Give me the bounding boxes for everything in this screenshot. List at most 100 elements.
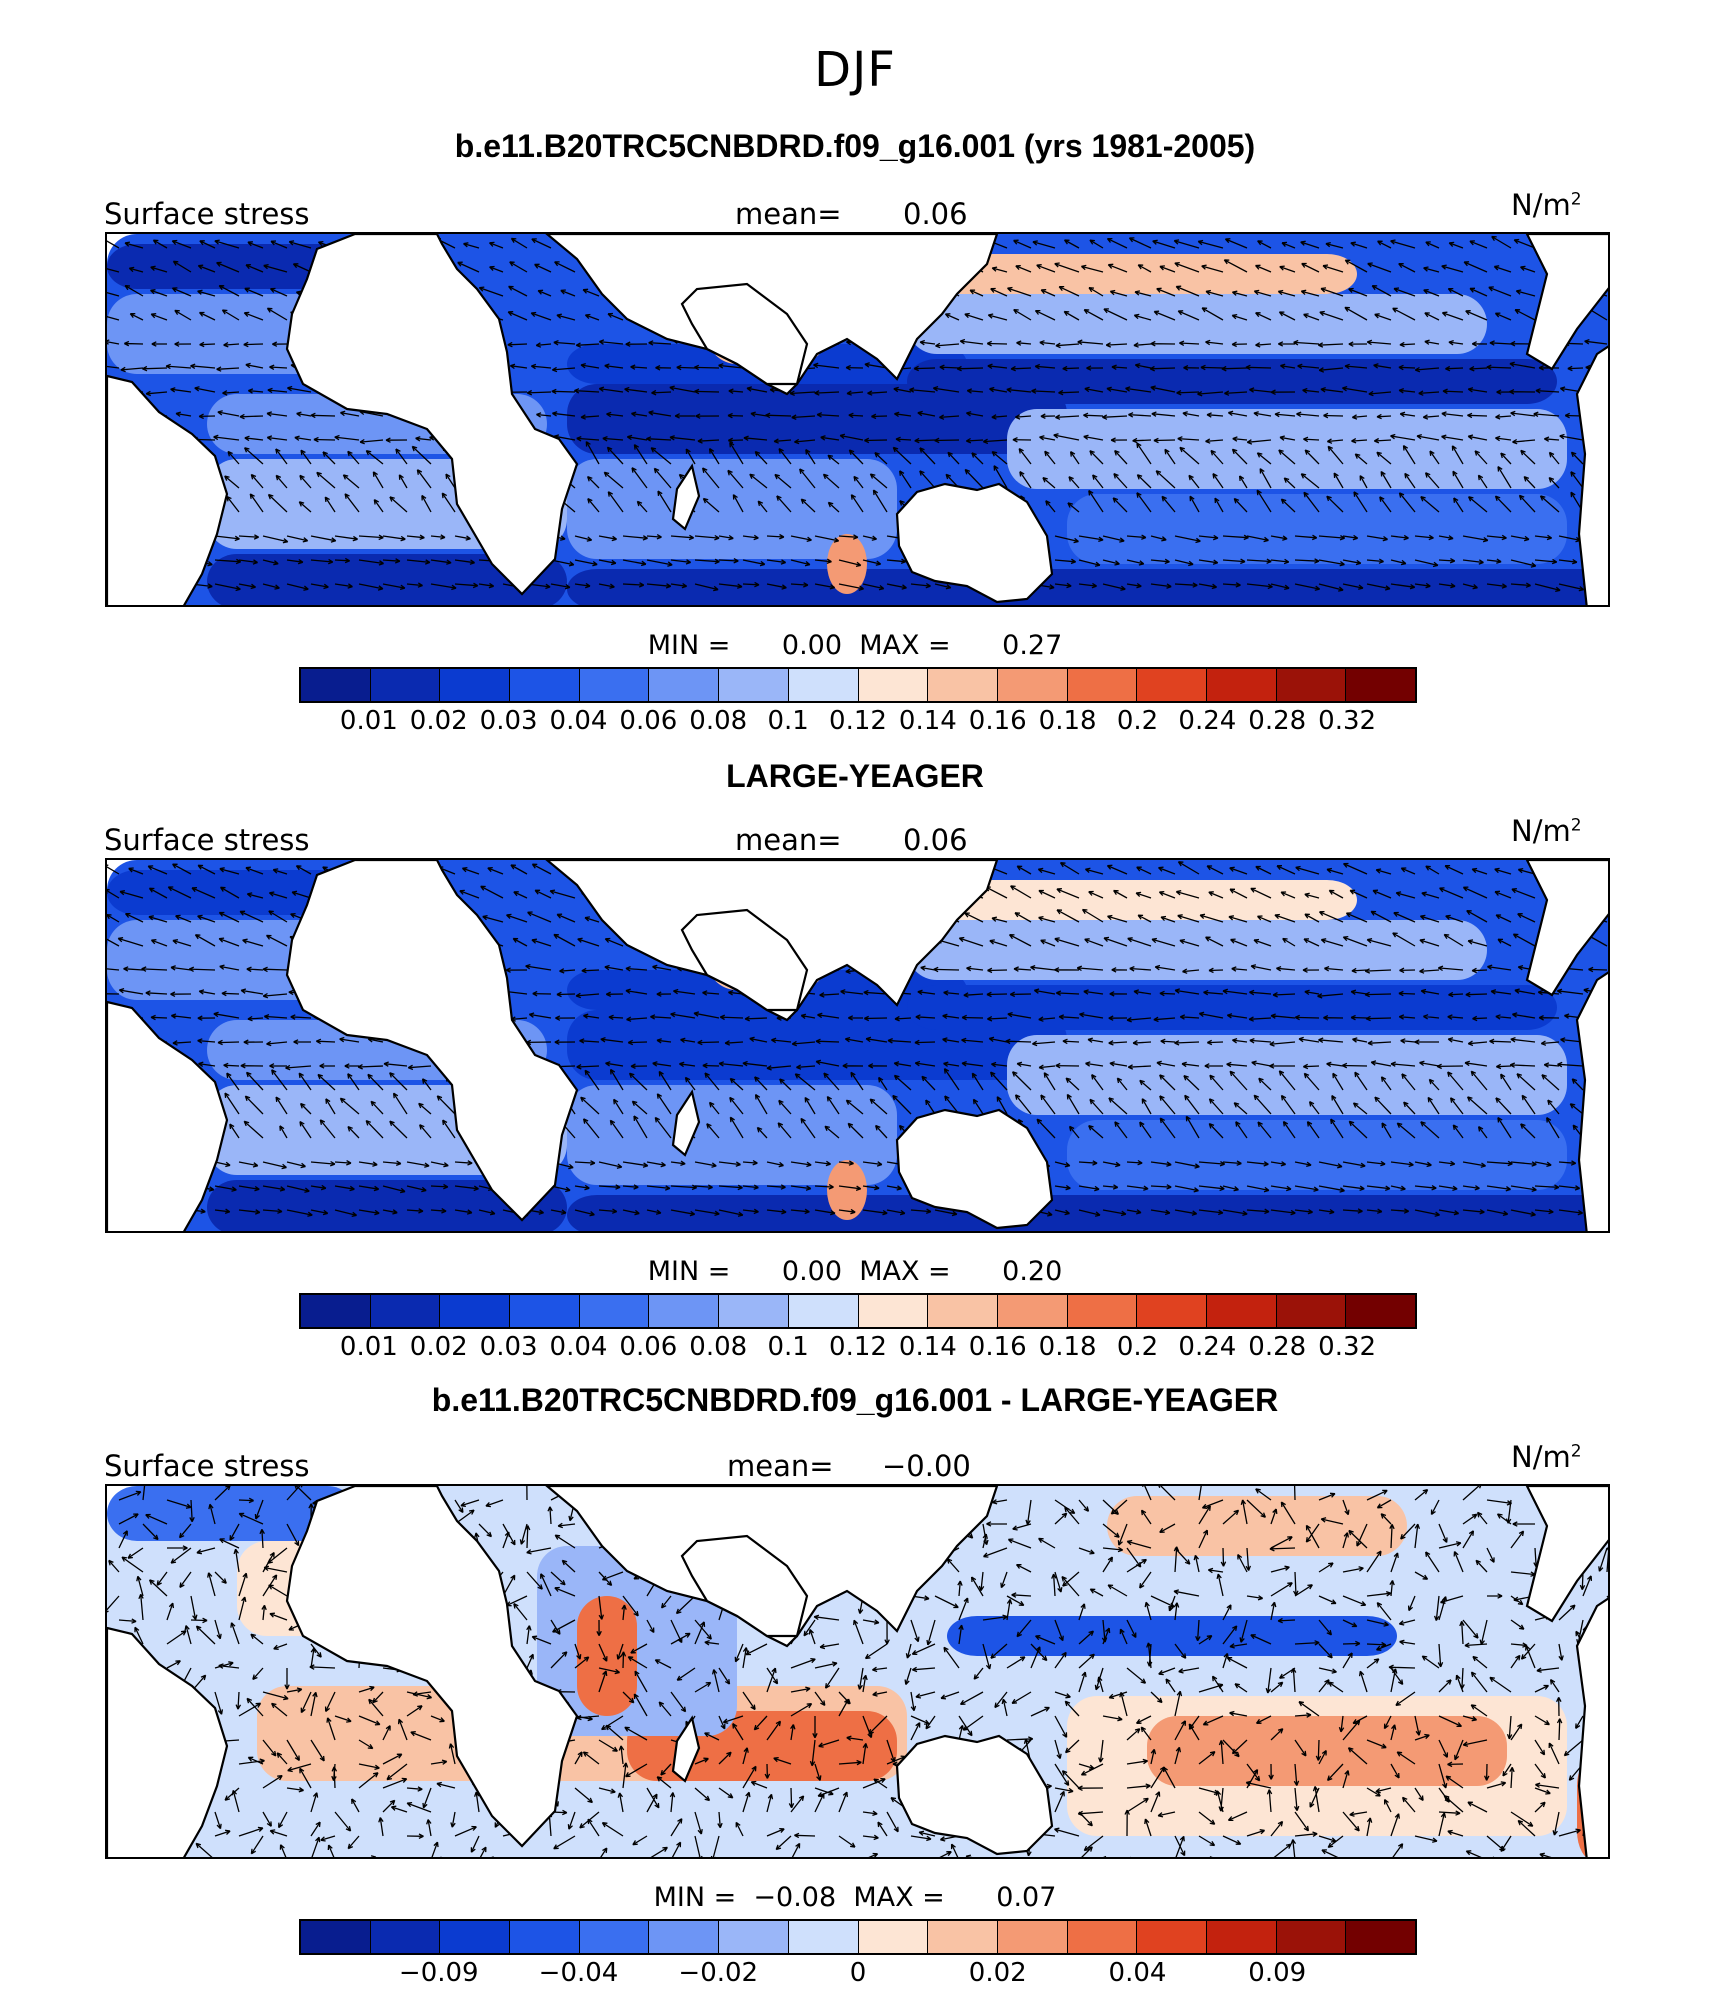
- panel-3-colorbar-swatch: [1206, 1921, 1277, 1953]
- panel-1-colorbar-swatch: [997, 669, 1068, 701]
- panel-3-map-canvas: [107, 1486, 1608, 1857]
- panel-2-colorbar-swatch: [510, 1295, 580, 1327]
- panel-3-colorbar-swatch: [788, 1921, 859, 1953]
- panel-3-colorbar-swatch: [1067, 1921, 1138, 1953]
- panel-2-colorbar-swatch: [1276, 1295, 1347, 1327]
- panel-3-colorbar-tick-label: 0.09: [1248, 1958, 1307, 1988]
- panel-1-colorbar-tick-label: 0.16: [968, 706, 1027, 736]
- panel-1-colorbar-tick-label: 0.32: [1318, 706, 1377, 736]
- panel-2-continents: [107, 860, 1608, 1231]
- panel-1-unit: N/m2: [1511, 188, 1582, 222]
- panel-2-colorbar-swatch: [858, 1295, 929, 1327]
- panel-3-colorbar-swatch: [370, 1921, 441, 1953]
- panel-2-minmax: MIN = 0.00 MAX = 0.20: [0, 1256, 1710, 1287]
- panel-2-colorbar-tick-label: 0.02: [409, 1332, 468, 1362]
- panel-1-colorbar-tick-label: 0.01: [339, 706, 398, 736]
- panel-1-colorbar-swatch: [1276, 669, 1347, 701]
- panel-3-colorbar-labels: −0.09 −0.04 −0.02 0 0.02 0.04 0.09: [299, 1958, 1417, 1990]
- panel-1-max-value: 0.27: [1002, 630, 1063, 661]
- panel-2-colorbar-swatch: [370, 1295, 441, 1327]
- panel-1-colorbar-tick-label: 0.03: [479, 706, 538, 736]
- figure-title: DJF: [814, 42, 896, 98]
- panel-2-colorbar-tick-label: 0.03: [479, 1332, 538, 1362]
- panel-1-colorbar-tick-label: 0.28: [1248, 706, 1307, 736]
- panel-3-unit-exp: 2: [1570, 1441, 1582, 1462]
- panel-2-min-label: MIN =: [647, 1256, 731, 1287]
- panel-3-colorbar-swatch: [1276, 1921, 1347, 1953]
- panel-1-unit-exp: 2: [1570, 189, 1582, 210]
- panel-1-colorbar-swatch: [510, 669, 580, 701]
- panel-2-colorbar-tick-label: 0.06: [619, 1332, 678, 1362]
- panel-1-map-canvas: [107, 234, 1608, 605]
- panel-2-colorbar-tick-label: 0.2: [1116, 1332, 1159, 1362]
- panel-3-unit: N/m2: [1511, 1440, 1582, 1474]
- panel-3-colorbar-swatch: [649, 1921, 720, 1953]
- panel-3-colorbar-swatch: [579, 1921, 650, 1953]
- panel-3-colorbar-swatch: [997, 1921, 1068, 1953]
- panel-2-colorbar-tick-label: 0.18: [1038, 1332, 1097, 1362]
- panel-1-colorbar-swatch: [579, 669, 650, 701]
- panel-3-unit-base: N/m: [1511, 1440, 1571, 1474]
- panel-2-unit-base: N/m: [1511, 814, 1571, 848]
- panel-3-colorbar-swatch: [440, 1921, 511, 1953]
- panel-2-colorbar-swatch: [719, 1295, 789, 1327]
- panel-3-minmax: MIN = −0.08 MAX = 0.07: [0, 1882, 1710, 1913]
- panel-2-colorbar-swatch: [928, 1295, 998, 1327]
- panel-1-colorbar: [299, 667, 1417, 703]
- panel-2-colorbar-tick-label: 0.12: [829, 1332, 887, 1362]
- panel-3-max-value: 0.07: [996, 1882, 1057, 1913]
- panel-1-colorbar-swatch: [440, 669, 511, 701]
- panel-3-max-label: MAX =: [853, 1882, 945, 1913]
- panel-2-colorbar-tick-label: 0.04: [549, 1332, 608, 1362]
- panel-3-colorbar-swatch: [1137, 1921, 1207, 1953]
- panel-2-colorbar-swatch: [1137, 1295, 1207, 1327]
- panel-2-map: [105, 858, 1610, 1233]
- panel-2-colorbar-tick-label: 0.24: [1178, 1332, 1237, 1362]
- panel-3-field-label: Surface stress: [104, 1449, 310, 1483]
- panel-1-map: [105, 232, 1610, 607]
- panel-1-min-value: 0.00: [781, 630, 843, 661]
- panel-1-minmax: MIN = 0.00 MAX = 0.27: [0, 630, 1710, 661]
- panel-1-max-label: MAX =: [859, 630, 951, 661]
- panel-1-mean-label: mean=: [735, 197, 842, 231]
- panel-1-colorbar-swatch: [649, 669, 720, 701]
- panel-1-colorbar-tick-label: 0.1: [767, 706, 809, 736]
- panel-2-colorbar-swatch: [788, 1295, 859, 1327]
- panel-2-colorbar-swatch: [301, 1295, 371, 1327]
- panel-1-colorbar-tick-label: 0.12: [829, 706, 887, 736]
- panel-1-colorbar-labels: 0.01 0.02 0.03 0.04 0.06 0.08 0.1 0.12 0.14 0.16 0…: [299, 706, 1417, 738]
- panel-2-colorbar-tick-label: 0.14: [898, 1332, 957, 1362]
- panel-2-colorbar-swatch: [1346, 1295, 1415, 1327]
- panel-2-mean-label: mean=: [735, 823, 842, 857]
- panel-2-colorbar-labels: 0.01 0.02 0.03 0.04 0.06 0.08 0.1 0.12 0.14 0.16 0…: [299, 1332, 1417, 1364]
- panel-2-colorbar-swatch: [1067, 1295, 1138, 1327]
- panel-2-unit: N/m2: [1511, 814, 1582, 848]
- panel-1-colorbar-swatch: [1346, 669, 1415, 701]
- panel-1-colorbar-swatch: [370, 669, 441, 701]
- panel-1-title: b.e11.B20TRC5CNBDRD.f09_g16.001 (yrs 198…: [454, 128, 1256, 164]
- panel-2-colorbar-tick-label: 0.08: [689, 1332, 748, 1362]
- panel-2-colorbar-tick-label: 0.28: [1248, 1332, 1307, 1362]
- panel-2-colorbar-swatch: [1206, 1295, 1277, 1327]
- panel-2-colorbar-tick-label: 0.01: [339, 1332, 398, 1362]
- panel-3-colorbar-tick-label: 0: [849, 1958, 867, 1988]
- panel-2-colorbar: [299, 1293, 1417, 1329]
- panel-3-colorbar-swatch: [1346, 1921, 1415, 1953]
- panel-1-colorbar-tick-label: 0.18: [1038, 706, 1097, 736]
- panel-1-colorbar-swatch: [719, 669, 789, 701]
- panel-2-unit-exp: 2: [1570, 815, 1582, 836]
- panel-3-colorbar-swatch: [301, 1921, 371, 1953]
- panel-1-continents: [107, 234, 1608, 605]
- panel-1-colorbar-tick-label: 0.08: [689, 706, 748, 736]
- panel-1-colorbar-tick-label: 0.24: [1178, 706, 1237, 736]
- panel-1-colorbar-tick-label: 0.2: [1116, 706, 1159, 736]
- panel-3-colorbar-tick-label: −0.04: [538, 1958, 619, 1988]
- panel-2-max-label: MAX =: [859, 1256, 951, 1287]
- panel-3-colorbar-swatch: [928, 1921, 998, 1953]
- panel-3-min-label: MIN =: [653, 1882, 737, 1913]
- panel-1-mean-value: 0.06: [903, 197, 968, 231]
- panel-3-mean-label: mean=: [727, 1449, 834, 1483]
- panel-3-continents: [107, 1486, 1608, 1857]
- panel-3-colorbar: [299, 1919, 1417, 1955]
- panel-3-min-value: −0.08: [753, 1882, 837, 1913]
